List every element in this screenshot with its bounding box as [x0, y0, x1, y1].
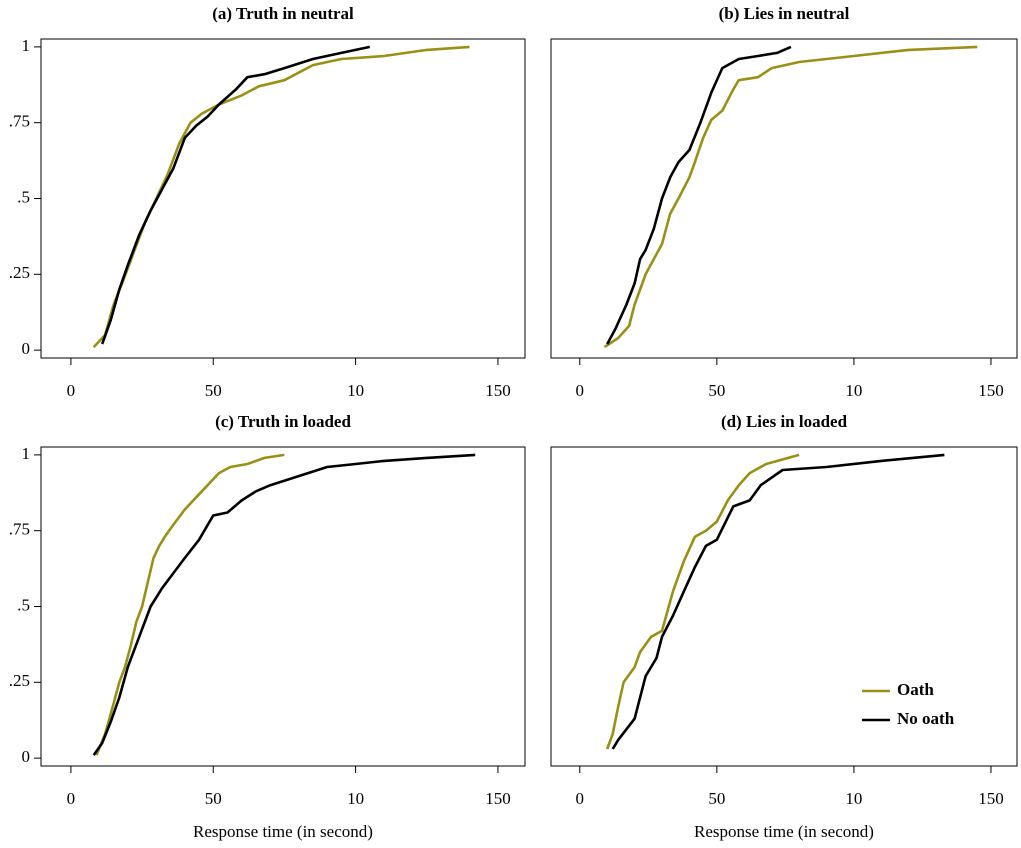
x-tick-label: 150 — [485, 381, 511, 400]
ecdf-line — [95, 453, 285, 756]
y-tick-label: 1 — [22, 36, 31, 55]
ecdf-line — [92, 45, 470, 348]
y-tick-label: .5 — [17, 595, 30, 614]
x-tick-label: 0 — [67, 381, 76, 400]
ecdf-line — [605, 453, 800, 750]
x-tick-label: 50 — [708, 381, 725, 400]
y-tick-label: 0 — [22, 747, 31, 766]
plot-frame — [550, 38, 1018, 359]
y-tick-label: .75 — [9, 112, 30, 131]
y-tick-label: .75 — [9, 520, 30, 539]
x-axis-label: Response time (in second) — [193, 822, 373, 841]
x-tick-label: 10 — [347, 789, 364, 808]
ecdf-line — [603, 45, 978, 349]
x-tick-label: 10 — [845, 381, 862, 400]
x-tick-label: 0 — [67, 789, 76, 808]
panel-title: (d) Lies in loaded — [721, 412, 848, 431]
y-tick-label: .5 — [17, 187, 30, 206]
y-tick-label: 1 — [22, 444, 31, 463]
ecdf-line — [611, 453, 945, 750]
ecdf-line — [100, 45, 371, 345]
panel-title: (a) Truth in neutral — [212, 4, 354, 23]
y-tick-label: 0 — [22, 339, 31, 358]
plot-frame — [550, 446, 1018, 767]
x-tick-label: 10 — [347, 381, 364, 400]
y-tick-label: .25 — [9, 671, 30, 690]
x-tick-label: 0 — [576, 381, 585, 400]
x-tick-label: 150 — [978, 789, 1004, 808]
ecdf-line — [92, 453, 476, 756]
x-tick-label: 50 — [205, 381, 222, 400]
legend-text: Oath — [897, 680, 934, 699]
x-tick-label: 150 — [485, 789, 511, 808]
x-axis-label: Response time (in second) — [694, 822, 874, 841]
ecdf-line — [606, 45, 792, 345]
panel-title: (c) Truth in loaded — [215, 412, 351, 431]
legend-text: No oath — [897, 709, 955, 728]
plot-frame — [40, 446, 526, 767]
y-tick-label: .25 — [9, 263, 30, 282]
panel-title: (b) Lies in neutral — [719, 4, 850, 23]
x-tick-label: 10 — [845, 789, 862, 808]
x-tick-label: 0 — [576, 789, 585, 808]
x-tick-label: 150 — [978, 381, 1004, 400]
x-tick-label: 50 — [708, 789, 725, 808]
x-tick-label: 50 — [205, 789, 222, 808]
